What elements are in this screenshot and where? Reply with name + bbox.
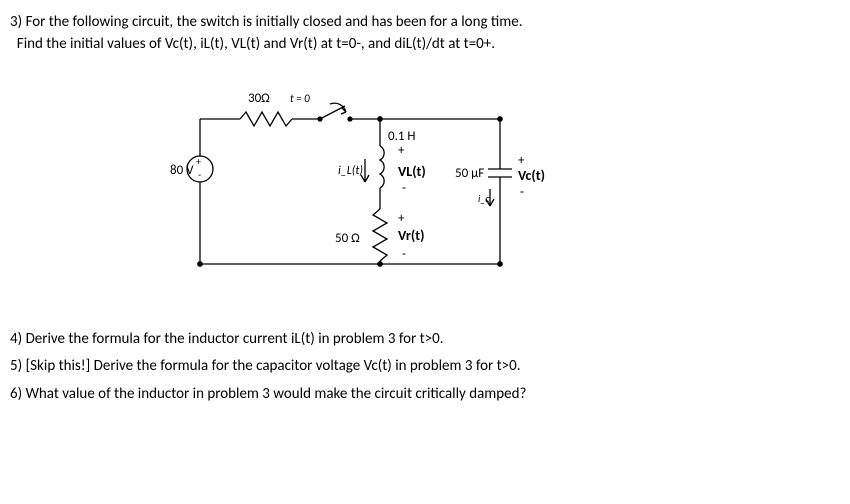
minus-vr: - bbox=[402, 247, 406, 262]
minus-vl: - bbox=[402, 181, 406, 196]
q3-number: 3) bbox=[10, 13, 22, 31]
question-4: 4) Derive the formula for the inductor c… bbox=[10, 329, 840, 351]
vl-label: VL(t) bbox=[398, 163, 426, 180]
switch-label: t = 0 bbox=[290, 92, 310, 105]
r-top-label: 30Ω bbox=[248, 91, 270, 106]
q6-number: 6) bbox=[10, 385, 22, 403]
plus-vl: + bbox=[398, 143, 405, 158]
ic-label: i_c bbox=[478, 192, 490, 205]
plus-vc: + bbox=[518, 153, 525, 168]
r-bottom-label: 50 Ω bbox=[335, 231, 360, 246]
svg-text:+: + bbox=[196, 155, 201, 168]
cap-value: 50 µF bbox=[455, 166, 484, 181]
q5-number: 5) bbox=[10, 357, 22, 375]
inductor-value: 0.1 H bbox=[388, 129, 416, 144]
il-label: i_L(t) bbox=[338, 164, 363, 178]
q4-number: 4) bbox=[10, 330, 22, 348]
question-3: 3) For the following circuit, the switch… bbox=[10, 12, 840, 56]
q3-line1: For the following circuit, the switch is… bbox=[26, 13, 523, 31]
circuit-diagram: 80 V + - 30Ω t = 0 0.1 H i_L(t) + bbox=[170, 74, 840, 299]
vr-label: Vr(t) bbox=[398, 227, 424, 244]
vc-label: Vc(t) bbox=[518, 167, 545, 184]
svg-text:-: - bbox=[198, 168, 201, 181]
q3-line2: Find the initial values of Vc(t), iL(t),… bbox=[17, 35, 495, 53]
q5-text: [Skip this!] Derive the formula for the … bbox=[26, 357, 521, 375]
source-label: 80 V bbox=[170, 163, 194, 178]
q4-text: Derive the formula for the inductor curr… bbox=[26, 330, 444, 348]
q6-text: What value of the inductor in problem 3 … bbox=[26, 385, 527, 403]
question-5: 5) [Skip this!] Derive the formula for t… bbox=[10, 356, 840, 378]
plus-vr: + bbox=[398, 211, 405, 226]
minus-vc: - bbox=[520, 185, 524, 200]
question-6: 6) What value of the inductor in problem… bbox=[10, 384, 840, 406]
